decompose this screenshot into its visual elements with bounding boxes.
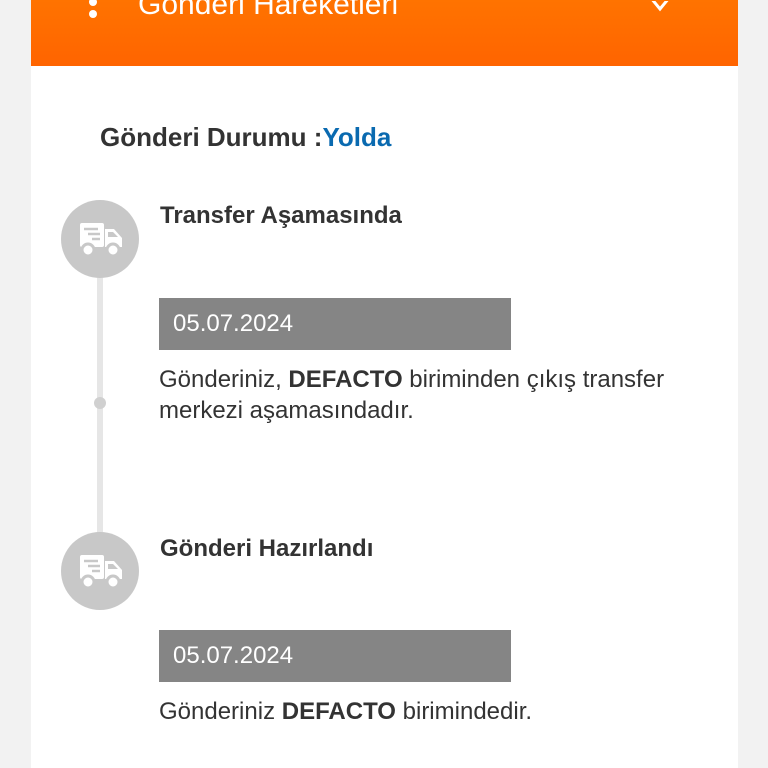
status-label: Gönderi Durumu :	[100, 122, 323, 152]
desc-text: birimindedir.	[395, 698, 533, 725]
desc-unit: DEFACTO	[281, 698, 396, 725]
event-title: Transfer Aşamasında	[160, 202, 402, 229]
desc-unit: DEFACTO	[288, 366, 403, 393]
status-value: Yolda	[322, 122, 392, 152]
desc-text: Gönderiniz,	[159, 366, 289, 393]
truck-icon	[80, 555, 122, 590]
timeline-dot	[94, 397, 106, 409]
event-title: Gönderi Hazırlandı	[160, 535, 374, 562]
event-icon-circle	[61, 532, 139, 610]
truck-icon	[80, 223, 122, 258]
event-description: Gönderiniz, DEFACTO biriminden çıkış tra…	[159, 364, 679, 426]
desc-text: Gönderiniz	[159, 698, 282, 725]
more-menu-icon[interactable]	[86, 0, 100, 20]
header-bar	[31, 0, 738, 66]
close-icon[interactable]	[640, 0, 680, 12]
desc-text: biriminden çıkış transfer merkezi aşamas…	[159, 366, 665, 424]
event-date: 05.07.2024	[159, 298, 511, 350]
event-date: 05.07.2024	[159, 630, 511, 682]
page-title: Gönderi Hareketleri	[138, 0, 399, 21]
event-icon-circle	[61, 200, 139, 278]
shipment-status: Gönderi Durumu :Yolda	[100, 122, 391, 153]
event-description: Gönderiniz DEFACTO birimindedir.	[159, 696, 679, 727]
